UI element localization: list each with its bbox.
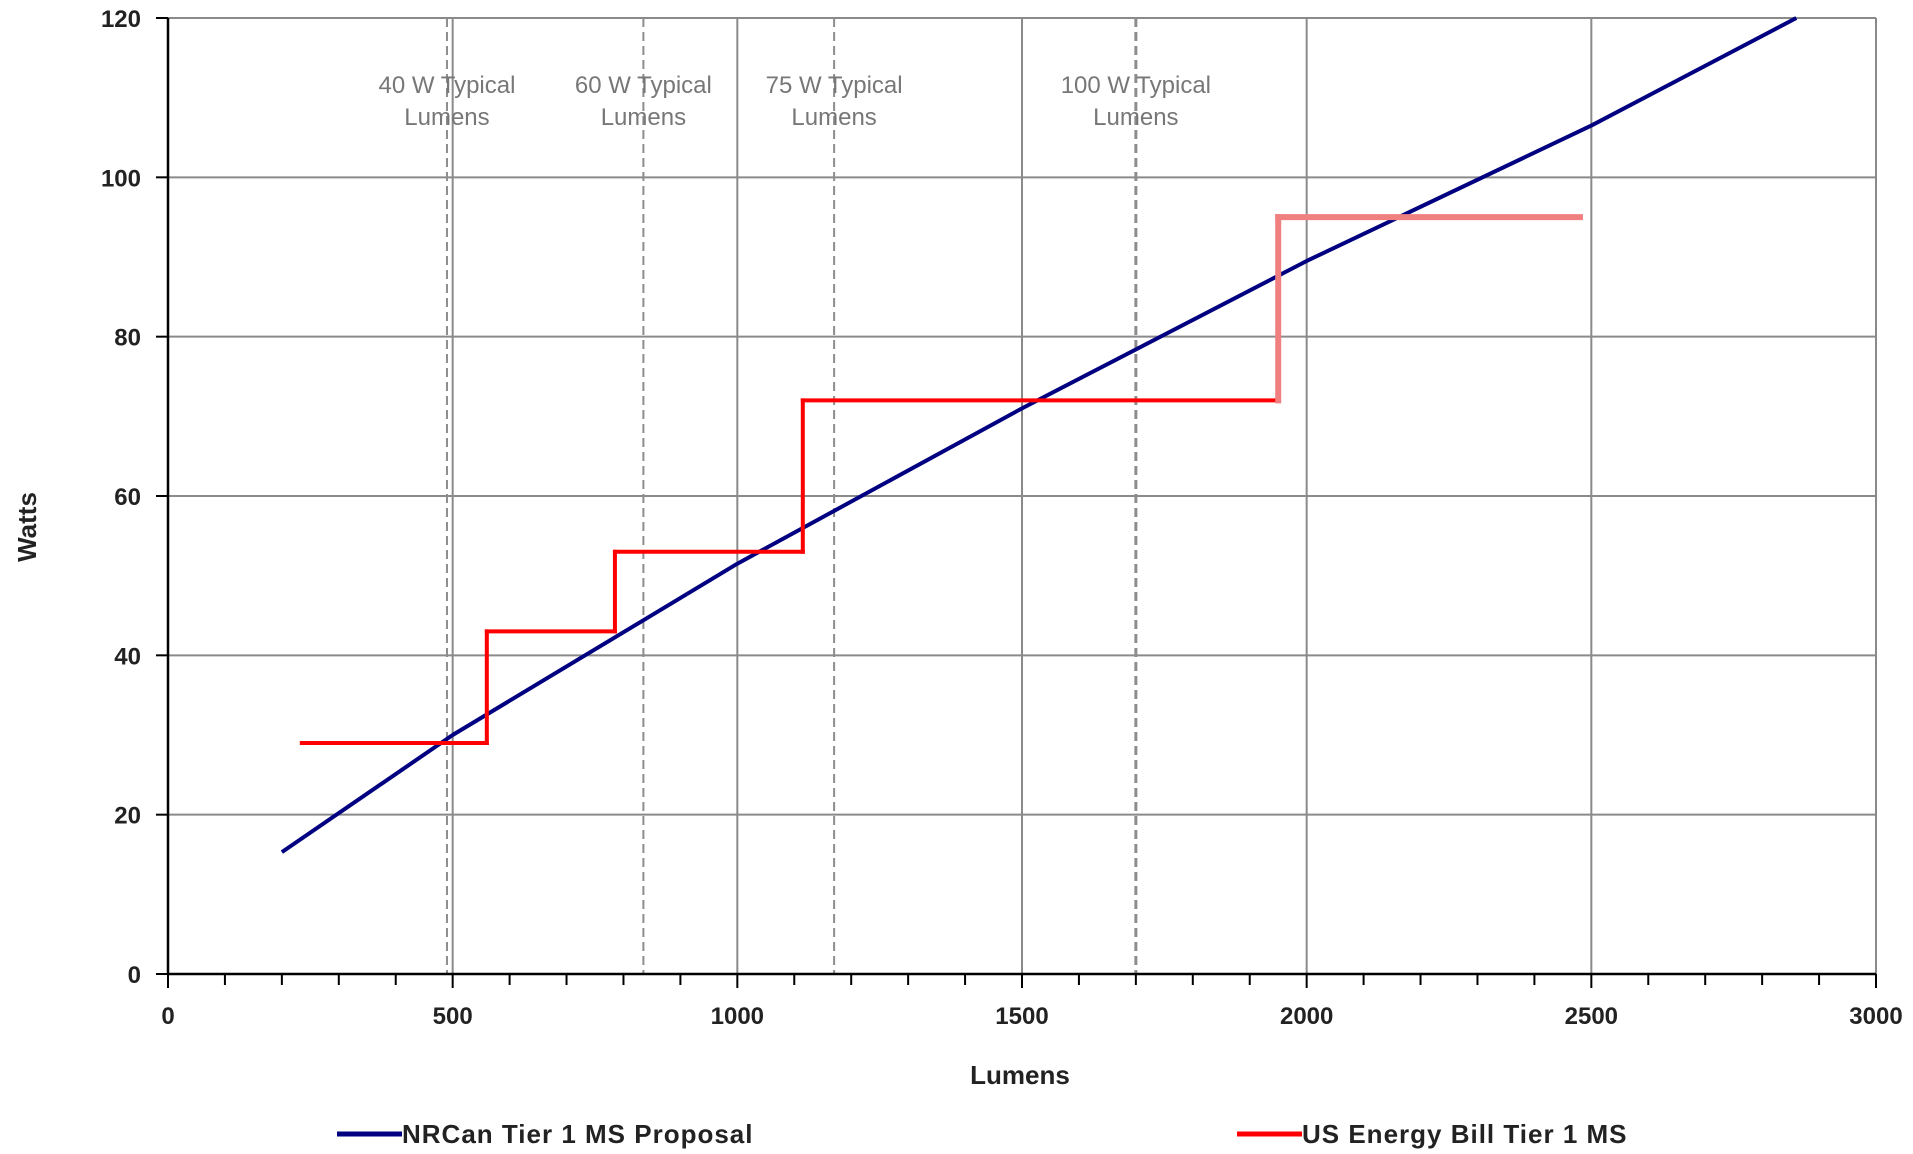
reference-label-2-line1: 60 W Typical: [575, 72, 712, 99]
y-tick-label-6: 120: [101, 6, 141, 33]
reference-label-1-line2: Lumens: [404, 104, 489, 131]
y-tick-label-1: 20: [114, 803, 141, 830]
y-axis-title: Watts: [12, 492, 42, 562]
y-tick-label-2: 40: [114, 643, 141, 670]
x-tick-label-6: 3000: [1849, 1003, 1902, 1030]
y-tick-label-0: 0: [128, 962, 141, 989]
axes: [156, 17, 1877, 988]
x-tick-label-1: 500: [433, 1003, 473, 1030]
x-tick-label-4: 2000: [1280, 1003, 1333, 1030]
reference-label-4-line1: 100 W Typical: [1061, 72, 1211, 99]
y-tick-label-3: 60: [114, 484, 141, 511]
x-tick-label-3: 1500: [995, 1003, 1048, 1030]
x-axis-title: Lumens: [970, 1060, 1070, 1090]
reference-lines: 40 W Typical Lumens 60 W Typical Lumens 75 W…: [378, 18, 1211, 974]
legend-label-1: NRCan Tier 1 MS Proposal: [402, 1119, 754, 1149]
reference-label-3-line2: Lumens: [791, 104, 876, 131]
x-tick-label-5: 2500: [1565, 1003, 1618, 1030]
reference-label-3-line1: 75 W Typical: [766, 72, 903, 99]
grid: [168, 17, 1877, 974]
series-1-line: [280, 16, 1798, 854]
x-tick-label-2: 1000: [711, 1003, 764, 1030]
series-lines: [280, 16, 1798, 854]
reference-label-4-line2: Lumens: [1093, 104, 1178, 131]
reference-label-1-line1: 40 W Typical: [378, 72, 515, 99]
reference-label-2-line2: Lumens: [601, 104, 686, 131]
tick-labels: 0 500 1000 1500 2000 2500 3000 0 20 40 60 80 100 120: [101, 6, 1903, 1030]
legend-label-2: US Energy Bill Tier 1 MS: [1302, 1119, 1628, 1149]
x-tick-label-0: 0: [161, 1003, 174, 1030]
y-tick-label-4: 80: [114, 325, 141, 352]
y-tick-label-5: 100: [101, 165, 141, 192]
legend: NRCan Tier 1 MS Proposal US Energy Bill T…: [337, 1119, 1628, 1149]
